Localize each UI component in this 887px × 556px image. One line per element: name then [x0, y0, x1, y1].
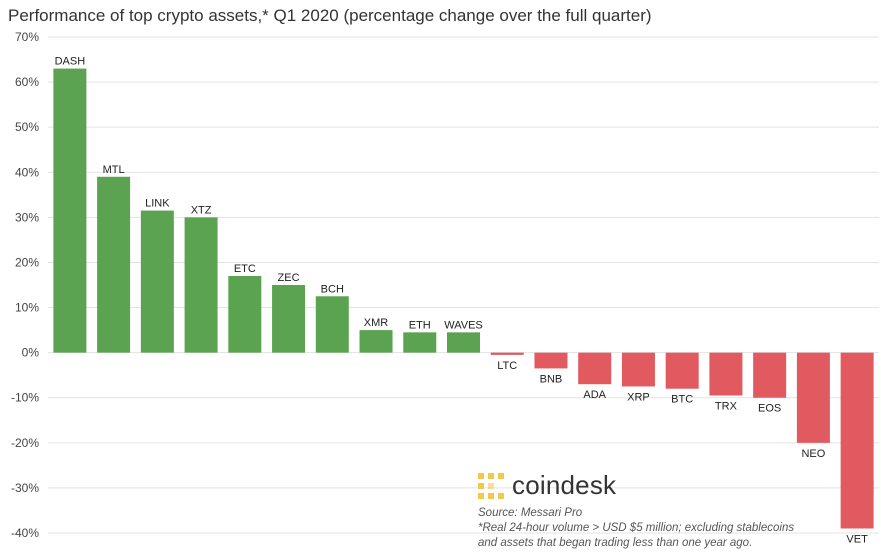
- bar-labels: DASH MTL LINK XTZ ETC ZEC BCH XMR ETH WAVES LTC BNB…: [55, 56, 869, 546]
- bar-label-etc: ETC: [234, 263, 256, 275]
- source-note: Source: Messari Pro *Real 24-hour volume…: [478, 506, 794, 551]
- y-tick-label: -10%: [11, 391, 39, 405]
- coindesk-logo-icon: [478, 472, 504, 499]
- y-tick-label: 10%: [15, 301, 39, 315]
- y-tick-label: -20%: [11, 436, 39, 450]
- logo-text: coindesk: [512, 470, 617, 500]
- bar-label-vet: VET: [846, 533, 868, 545]
- footnote-line-1: *Real 24-hour volume > USD $5 million; e…: [478, 522, 795, 534]
- bar-label-btc: BTC: [671, 394, 693, 406]
- y-tick-label: -40%: [11, 526, 39, 540]
- bar-etc: [228, 275, 262, 353]
- bar-xmr: [359, 330, 393, 353]
- y-tick-label: 50%: [15, 120, 39, 134]
- coindesk-logo: coindesk: [478, 470, 616, 501]
- source-line: Source: Messari Pro: [478, 507, 583, 519]
- y-tick-label: 0%: [22, 346, 40, 360]
- y-tick-label: 30%: [15, 210, 39, 224]
- bar-label-eos: EOS: [758, 403, 781, 415]
- bar-label-bch: BCH: [321, 283, 344, 295]
- bar-trx: [709, 352, 743, 396]
- bar-xrp: [621, 352, 655, 387]
- bar-vet: [840, 352, 874, 529]
- bar-ada: [578, 352, 612, 385]
- bar-label-waves: WAVES: [444, 319, 483, 331]
- gridlines: [48, 36, 879, 534]
- footnote-line-2: and assets that began trading less than …: [478, 537, 753, 549]
- bar-label-mtl: MTL: [103, 164, 125, 176]
- bar-label-trx: TRX: [715, 400, 738, 412]
- y-tick-label: 20%: [15, 255, 39, 269]
- bar-label-xrp: XRP: [627, 391, 650, 403]
- y-axis-tick-labels: 70% 60% 50% 40% 30% 20% 10% 0% -10% -20% -30% -40%: [11, 30, 39, 540]
- bar-label-xmr: XMR: [364, 317, 389, 329]
- y-tick-label: 70%: [15, 30, 39, 44]
- bar-ltc: [490, 352, 524, 355]
- bar-waves: [447, 332, 480, 353]
- bar-label-xtz: XTZ: [191, 204, 212, 216]
- y-tick-label: 40%: [15, 165, 39, 179]
- bar-eos: [753, 352, 787, 398]
- bar-label-bnb: BNB: [540, 373, 563, 385]
- chart-title: Performance of top crypto assets,* Q1 20…: [8, 6, 652, 25]
- bar-label-dash: DASH: [55, 56, 86, 68]
- y-tick-label: 60%: [15, 75, 39, 89]
- bar-label-eth: ETH: [409, 319, 431, 331]
- bar-dash: [53, 68, 87, 353]
- bar-eth: [403, 332, 437, 353]
- bar-link: [140, 210, 174, 353]
- bar-bnb: [534, 352, 568, 369]
- bar-label-ltc: LTC: [497, 360, 517, 372]
- bar-label-neo: NEO: [801, 448, 825, 460]
- bar-btc: [665, 352, 699, 389]
- bars: [53, 68, 874, 529]
- bar-label-link: LINK: [145, 198, 170, 210]
- bar-bch: [315, 296, 349, 353]
- bar-zec: [272, 285, 306, 353]
- y-tick-label: -30%: [11, 481, 39, 495]
- bar-label-ada: ADA: [583, 389, 606, 401]
- bar-xtz: [184, 217, 218, 353]
- bar-label-zec: ZEC: [278, 272, 300, 284]
- bar-mtl: [97, 176, 131, 353]
- bar-neo: [796, 352, 830, 443]
